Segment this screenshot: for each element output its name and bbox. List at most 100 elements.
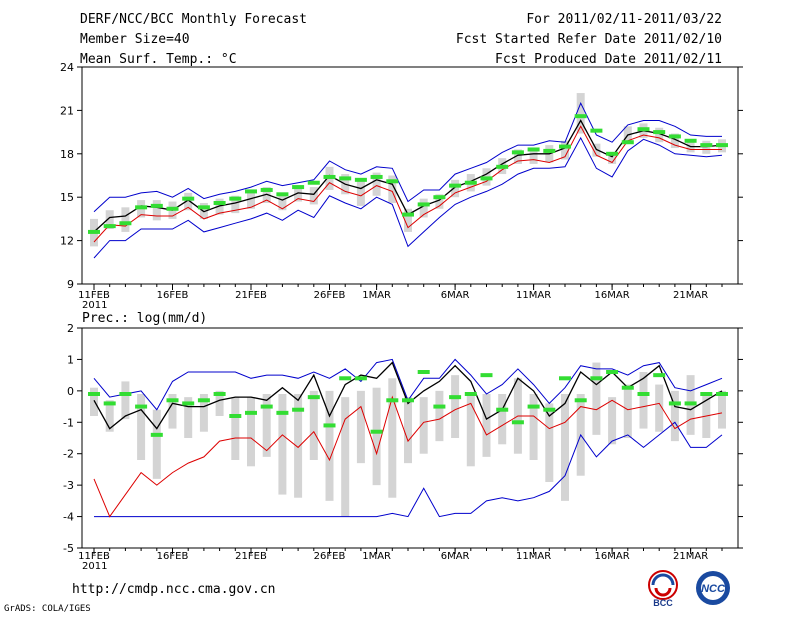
forecast-marker (370, 174, 383, 179)
x-tick-label: 26FEB (314, 551, 346, 562)
started-refer-date: Fcst Started Refer Date 2011/02/10 (455, 32, 722, 47)
forecast-marker (464, 180, 477, 185)
range-bar (105, 400, 114, 432)
range-bar (247, 191, 255, 209)
range-bar (419, 397, 428, 454)
range-bar (388, 378, 397, 498)
forecast-marker (197, 205, 210, 210)
forecast-marker (103, 401, 116, 406)
forecast-marker (402, 398, 414, 403)
range-bar (435, 390, 444, 442)
range-bar (670, 133, 679, 149)
range-bar (90, 387, 98, 416)
series-line-lower (93, 395, 723, 518)
forecast-marker (527, 147, 540, 152)
range-bar (356, 390, 365, 464)
ncc-logo-text: NCC (701, 583, 726, 595)
plot-frame (81, 66, 739, 285)
forecast-marker (150, 432, 163, 437)
range-bar (670, 390, 679, 442)
x-tick-label: 26FEB (314, 290, 346, 301)
range-bar (702, 140, 711, 154)
forecast-marker (292, 185, 305, 190)
y-tick-label: 9 (67, 278, 74, 291)
forecast-marker (700, 392, 713, 396)
x-tick-label: 16MAR (595, 290, 630, 301)
forecast-marker (574, 114, 587, 119)
source-url[interactable]: http://cmdp.ncc.cma.gov.cn (72, 582, 276, 597)
x-tick-label: 1MAR (362, 551, 391, 562)
series-line-mean (93, 361, 723, 430)
range-bar (623, 126, 632, 143)
forecast-marker (716, 392, 728, 396)
forecast-marker (417, 202, 430, 207)
range-bar (451, 179, 460, 198)
forecast-marker (684, 401, 697, 406)
range-bar (262, 394, 271, 457)
range-bar (137, 394, 146, 460)
forecast-marker (621, 385, 634, 390)
forecast-marker (166, 206, 179, 211)
forecast-marker (354, 376, 367, 381)
forecast-marker (449, 395, 462, 400)
forecast-marker (370, 429, 383, 434)
forecast-marker (496, 407, 509, 412)
produced-date: Fcst Produced Date 2011/02/11 (495, 52, 722, 67)
forecast-marker (668, 134, 681, 139)
forecast-marker (637, 127, 650, 132)
forecast-marker (213, 392, 226, 396)
range-bar (608, 152, 617, 164)
range-bar (247, 397, 255, 467)
range-bar (451, 375, 460, 438)
range-bar (529, 394, 538, 460)
y-tick-label: -1 (63, 416, 74, 429)
forecast-marker (716, 143, 728, 148)
forecast-marker (543, 407, 556, 412)
range-bar (655, 384, 664, 432)
range-bar (294, 187, 303, 202)
range-bar (655, 127, 664, 143)
y-tick-label: -5 (63, 542, 74, 555)
forecast-marker (166, 398, 179, 403)
range-bar (608, 397, 617, 445)
x-tick-label: 11MAR (516, 290, 551, 301)
x-tick-label: 21FEB (235, 290, 267, 301)
forecast-marker (433, 195, 446, 200)
forecast-marker (386, 179, 399, 184)
range-bar (184, 397, 193, 438)
bcc-logo-text: BCC (653, 598, 673, 608)
x-tick-label: 6MAR (441, 551, 470, 562)
x-tick-label: 1MAR (362, 290, 391, 301)
range-bar (466, 394, 475, 467)
header-right: For 2011/02/11-2011/03/22 Fcst Started R… (456, 12, 722, 72)
variable-label: Mean Surf. Temp.: °C (80, 52, 237, 67)
x-tick-label: 16FEB (157, 290, 189, 301)
header-left: DERF/NCC/BCC Monthly Forecast Member Siz… (80, 12, 307, 72)
forecast-marker (433, 404, 446, 409)
x-tick-sublabel: 2011 (82, 300, 107, 311)
range-bar (404, 397, 412, 464)
x-tick-label: 11MAR (516, 551, 551, 562)
range-bar (686, 139, 695, 153)
forecast-marker (668, 401, 681, 406)
range-bar (561, 394, 569, 501)
forecast-marker (684, 138, 697, 143)
forecast-marker (606, 370, 619, 374)
y-tick-label: -2 (63, 448, 74, 461)
range-bar (121, 381, 130, 420)
forecast-marker (559, 376, 571, 381)
forecast-marker (260, 404, 273, 409)
y-tick-label: 18 (60, 148, 74, 161)
range-bar (152, 409, 161, 479)
forecast-marker (245, 189, 257, 194)
forecast-marker (197, 398, 210, 403)
range-bar (404, 208, 412, 232)
forecast-marker (135, 404, 148, 409)
range-bar (592, 362, 601, 435)
forecast-marker (339, 376, 352, 381)
forecast-marker (229, 196, 242, 201)
range-bar (529, 148, 538, 164)
forecast-marker (402, 212, 414, 217)
forecast-marker (511, 420, 524, 425)
